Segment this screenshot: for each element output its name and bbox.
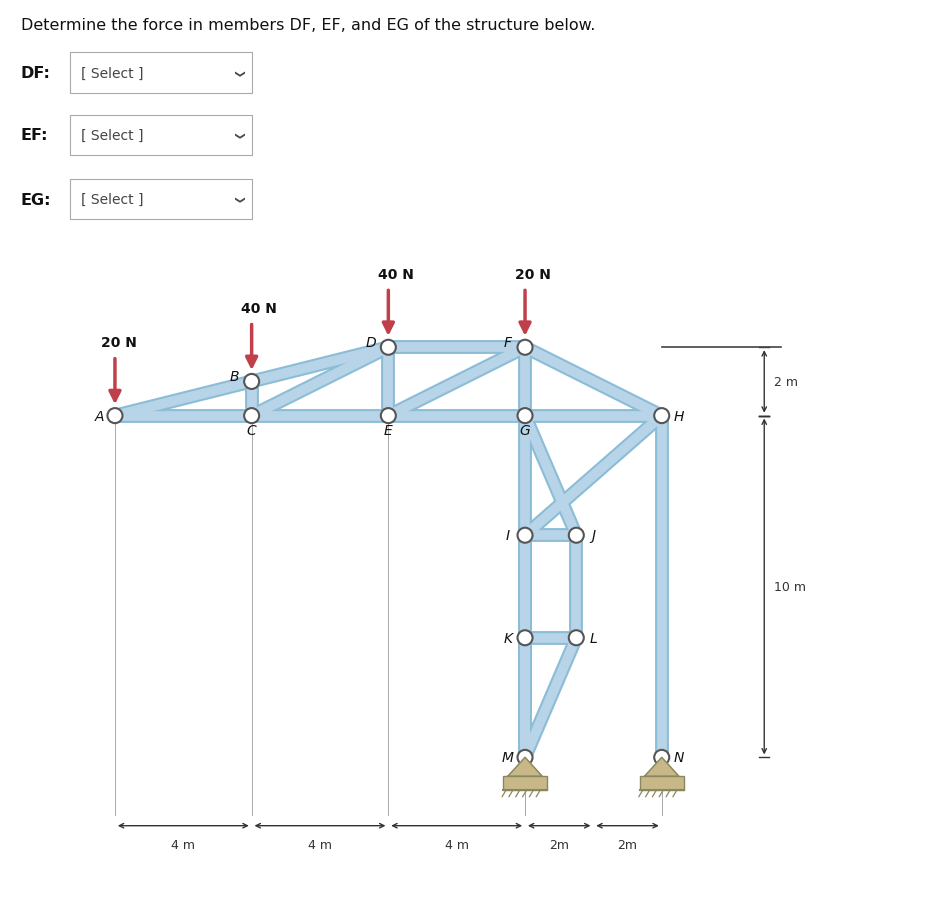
Text: L: L [590,631,597,645]
Text: 10 m: 10 m [774,581,806,594]
Text: Determine the force in members DF, EF, and EG of the structure below.: Determine the force in members DF, EF, a… [21,18,595,33]
Text: J: J [591,528,596,542]
Text: 4 m: 4 m [171,838,196,851]
Text: EF:: EF: [21,128,48,143]
Text: 4 m: 4 m [308,838,332,851]
Text: D: D [366,335,377,350]
Text: ❯: ❯ [232,70,242,77]
Text: 20 N: 20 N [102,335,137,349]
Text: [ Select ]: [ Select ] [81,66,144,81]
Polygon shape [508,757,542,777]
Text: C: C [247,424,256,437]
Text: H: H [674,409,684,423]
Circle shape [517,750,532,765]
Circle shape [381,409,396,424]
Text: ❯: ❯ [232,196,242,204]
Text: G: G [520,424,530,437]
FancyBboxPatch shape [70,53,252,94]
Circle shape [244,375,259,390]
Text: E: E [384,424,392,437]
Text: EG:: EG: [21,192,51,208]
Text: N: N [674,751,684,765]
Text: [ Select ]: [ Select ] [81,193,144,207]
Text: DF:: DF: [21,66,50,81]
Text: M: M [502,751,514,765]
Text: K: K [503,631,513,645]
Text: A: A [95,409,104,423]
Circle shape [654,750,669,765]
Circle shape [569,528,583,543]
Circle shape [381,340,396,356]
Circle shape [654,409,669,424]
FancyBboxPatch shape [70,116,252,155]
Text: [ Select ]: [ Select ] [81,129,144,142]
Text: 2m: 2m [618,838,637,851]
Text: B: B [230,370,240,384]
Circle shape [244,409,259,424]
Circle shape [569,630,583,645]
Text: 2 m: 2 m [774,376,799,389]
Bar [503,777,547,790]
Text: 40 N: 40 N [378,267,414,281]
Circle shape [517,409,532,424]
Text: 4 m: 4 m [445,838,469,851]
Text: 2m: 2m [549,838,569,851]
Text: F: F [504,335,512,350]
Circle shape [107,409,122,424]
Bar [639,777,684,790]
Text: 20 N: 20 N [514,267,551,281]
Text: 40 N: 40 N [241,301,277,315]
FancyBboxPatch shape [70,180,252,220]
Text: I: I [506,528,510,542]
Circle shape [517,340,532,356]
Circle shape [517,528,532,543]
Circle shape [517,630,532,645]
Text: ❯: ❯ [232,131,242,140]
Polygon shape [645,757,678,777]
